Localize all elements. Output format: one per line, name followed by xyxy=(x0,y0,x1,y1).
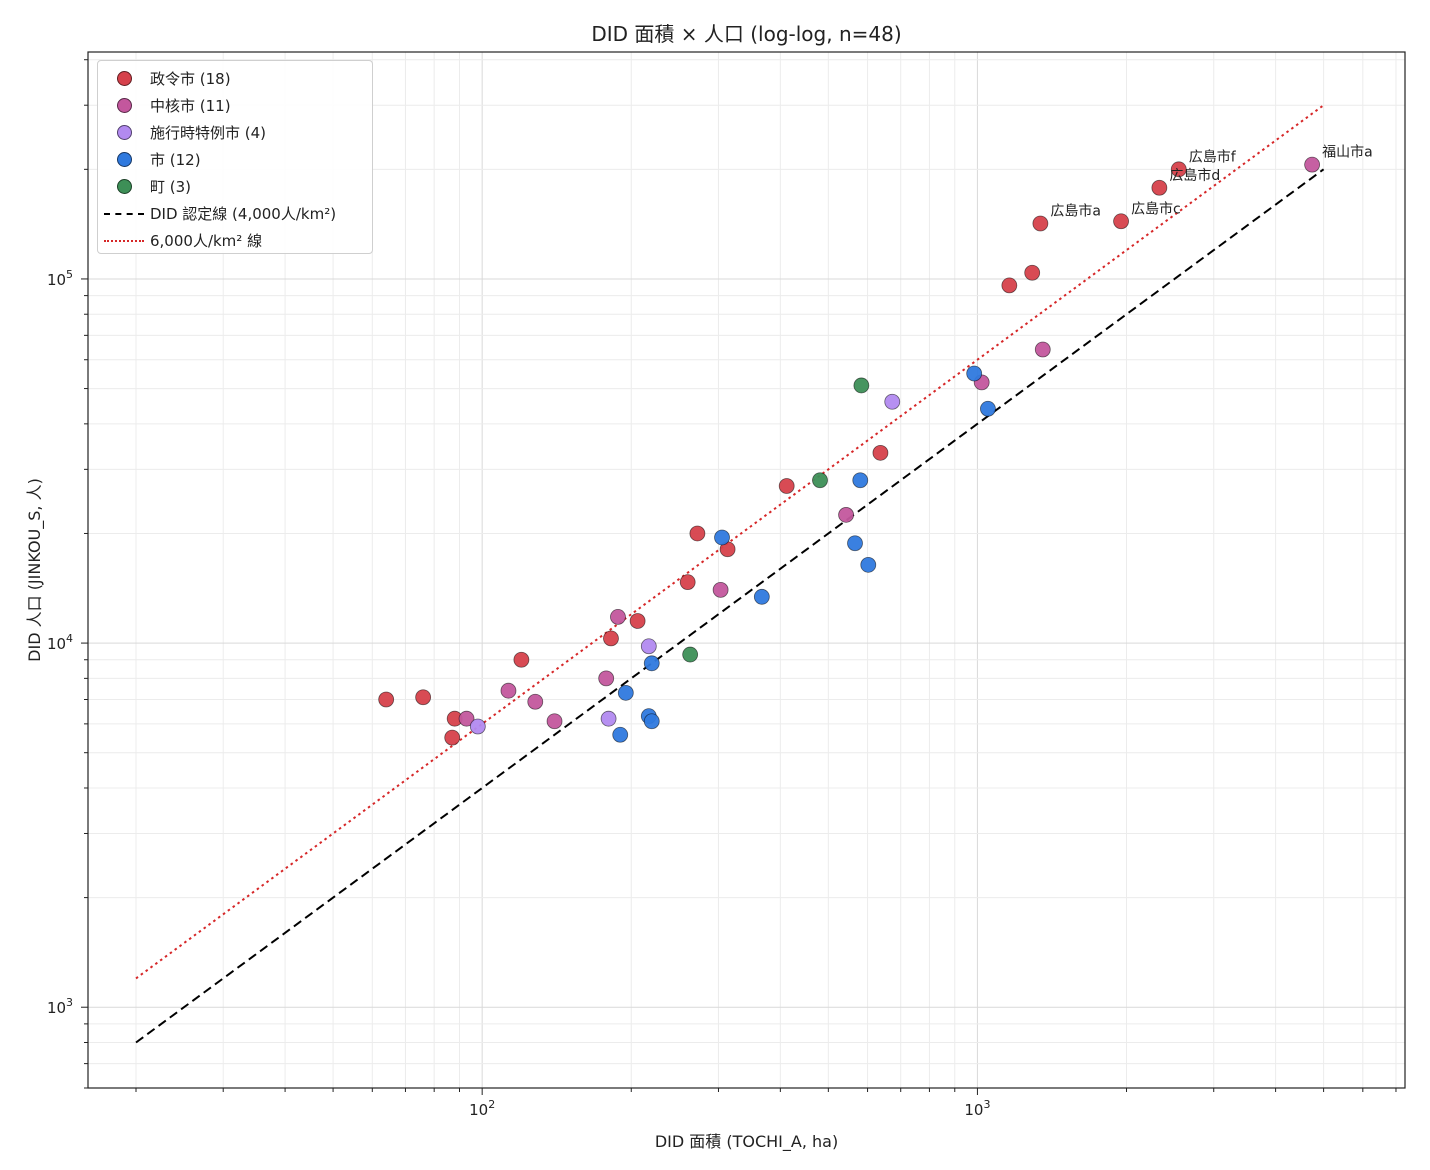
data-point-series-0 xyxy=(689,525,706,542)
y-axis-label: DID 人口 (JINKOU_S, 人) xyxy=(25,478,44,662)
data-point-series-2 xyxy=(600,710,617,727)
data-point-series-3 xyxy=(860,556,877,573)
legend-label: 政令市 (18) xyxy=(150,70,231,88)
data-point-series-0 xyxy=(629,613,646,629)
data-point-series-1 xyxy=(1034,341,1051,358)
point-annotation: 広島市c xyxy=(1131,200,1181,217)
data-point-series-0 xyxy=(778,478,795,494)
legend: 政令市 (18) 中核市 (11) 施行時特例市 (4) 市 (12) 町 (3) DID… xyxy=(97,60,373,254)
data-point-series-0 xyxy=(1151,179,1168,196)
x-axis-label: DID 面積 (TOCHI_A, ha) xyxy=(654,1132,839,1151)
legend-swatch xyxy=(98,150,150,170)
data-point-series-4 xyxy=(853,377,870,394)
data-point-series-3 xyxy=(643,655,660,672)
data-point-series-1 xyxy=(598,670,615,687)
data-point-series-3 xyxy=(980,400,996,417)
data-point-series-1 xyxy=(610,609,626,625)
data-point-series-3 xyxy=(612,726,629,743)
legend-swatch xyxy=(98,96,150,116)
legend-item: 6,000人/km² 線 xyxy=(98,227,372,254)
legend-label: 市 (12) xyxy=(150,151,201,169)
data-point-series-1 xyxy=(1304,156,1321,173)
y-tick-label: 103 xyxy=(47,996,73,1017)
point-annotation: 広島市a xyxy=(1050,202,1101,219)
axes-frame xyxy=(87,51,1406,1089)
data-point-series-0 xyxy=(1001,277,1018,294)
legend-item: 施行時特例市 (4) xyxy=(98,119,372,146)
legend-item: DID 認定線 (4,000人/km²) xyxy=(98,200,372,227)
data-point-series-4 xyxy=(812,472,828,489)
did-threshold-line xyxy=(135,168,1325,1044)
data-point-series-0 xyxy=(378,691,395,708)
data-point-series-0 xyxy=(1032,215,1049,232)
chart-title: DID 面積 × 人口 (log-log, n=48) xyxy=(591,22,902,46)
legend-item: 市 (12) xyxy=(98,146,372,173)
data-point-series-4 xyxy=(682,646,699,663)
data-point-series-2 xyxy=(884,393,901,410)
legend-label: 中核市 (11) xyxy=(150,97,231,115)
data-point-series-2 xyxy=(640,638,657,655)
point-annotation: 広島市d xyxy=(1169,167,1220,184)
legend-swatch xyxy=(98,123,150,143)
data-point-series-3 xyxy=(966,365,983,382)
data-point-series-0 xyxy=(1113,213,1129,230)
legend-label: 町 (3) xyxy=(150,178,192,196)
data-point-series-1 xyxy=(458,710,475,727)
legend-swatch xyxy=(98,204,150,224)
legend-label: DID 認定線 (4,000人/km²) xyxy=(150,205,337,223)
point-annotation: 福山市a xyxy=(1322,144,1373,161)
data-point-series-0 xyxy=(603,630,619,647)
legend-label: 6,000人/km² 線 xyxy=(150,232,263,250)
x-tick-label: 102 xyxy=(469,1098,495,1119)
legend-item: 中核市 (11) xyxy=(98,92,372,119)
x-tick-label: 103 xyxy=(964,1098,990,1119)
data-point-series-0 xyxy=(415,689,432,706)
y-tick-label: 104 xyxy=(47,632,73,653)
data-point-series-0 xyxy=(1170,161,1187,178)
data-point-series-1 xyxy=(527,693,544,710)
data-point-series-0 xyxy=(1024,264,1041,281)
data-point-series-3 xyxy=(643,713,660,730)
reference-lines xyxy=(135,104,1325,1044)
legend-swatch xyxy=(98,231,150,251)
legend-item: 政令市 (18) xyxy=(98,65,372,92)
data-point-series-1 xyxy=(500,682,517,699)
data-point-series-3 xyxy=(617,684,634,701)
legend-label: 施行時特例市 (4) xyxy=(150,124,267,142)
data-point-series-3 xyxy=(852,472,869,489)
data-point-series-0 xyxy=(872,444,889,461)
data-point-series-1 xyxy=(838,506,854,523)
point-annotation: 広島市f xyxy=(1189,148,1237,165)
data-point-series-3 xyxy=(753,588,770,605)
data-point-series-2 xyxy=(469,718,486,735)
data-point-series-1 xyxy=(546,713,563,730)
data-points xyxy=(378,156,1321,746)
y-tick-label: 105 xyxy=(47,268,73,289)
data-point-series-3 xyxy=(847,535,863,552)
legend-swatch xyxy=(98,69,150,89)
data-point-series-0 xyxy=(679,574,696,591)
data-point-series-1 xyxy=(712,581,729,598)
legend-swatch xyxy=(98,177,150,197)
annotations: 広島市f 広島市d 広島市a 広島市c 福山市a xyxy=(1050,144,1372,220)
legend-item: 町 (3) xyxy=(98,173,372,200)
data-point-series-0 xyxy=(444,729,461,746)
data-point-series-0 xyxy=(513,651,530,668)
data-point-series-3 xyxy=(714,529,730,546)
